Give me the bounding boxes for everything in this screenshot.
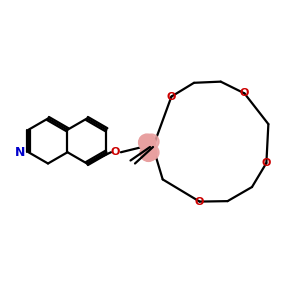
Text: O: O xyxy=(240,88,249,98)
Text: O: O xyxy=(262,158,271,168)
Text: O: O xyxy=(111,147,120,157)
Text: O: O xyxy=(167,92,176,101)
Circle shape xyxy=(140,145,157,161)
Circle shape xyxy=(144,134,159,149)
Text: O: O xyxy=(195,196,204,207)
Circle shape xyxy=(144,145,159,160)
Text: N: N xyxy=(14,146,25,159)
Circle shape xyxy=(139,134,155,151)
